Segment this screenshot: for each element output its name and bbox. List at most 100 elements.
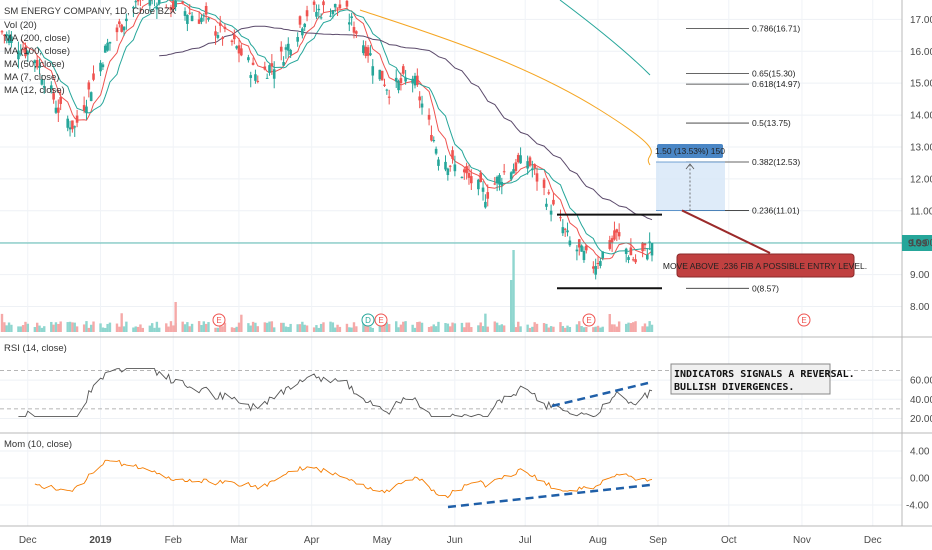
volume-bar [204, 323, 208, 332]
volume-bar [85, 321, 88, 332]
candle-body [338, 4, 342, 9]
candle-body [319, 17, 323, 19]
volume-bar [169, 321, 173, 332]
candle-body [103, 45, 107, 53]
volume-bar [125, 321, 128, 332]
volume-bar [141, 327, 144, 332]
volume-spike [510, 280, 513, 332]
candle-body [383, 84, 386, 86]
candle-body [132, 6, 135, 9]
volume-bar [334, 327, 337, 332]
candle-body [305, 10, 309, 17]
volume-bar [542, 323, 546, 332]
volume-bar [73, 322, 76, 332]
volume-bar [19, 326, 22, 332]
time-tick-label: Dec [864, 535, 882, 546]
volume-bar [331, 322, 335, 332]
volume-bar [395, 321, 398, 332]
candle-body [218, 23, 222, 26]
candle-body [333, 3, 337, 8]
volume-bar [5, 325, 8, 332]
volume-bar [416, 322, 419, 332]
volume-bar [646, 326, 649, 332]
event-marker [212, 313, 226, 327]
candle-body [223, 26, 227, 29]
legend-ma7: MA (7, close) [4, 72, 59, 83]
candle-body [460, 176, 464, 178]
candle-body [49, 85, 53, 89]
volume-bar [448, 326, 452, 332]
candle-body [120, 24, 123, 32]
candle-body [54, 107, 58, 113]
candle-body [322, 1, 325, 6]
volume-bar [549, 326, 553, 332]
volume-bar [284, 326, 288, 332]
candle-body [613, 230, 616, 240]
candle-body [92, 73, 95, 80]
reversal-callout-box [670, 363, 831, 395]
mom-tick-label: -4.00 [906, 501, 929, 512]
volume-bar [402, 321, 405, 332]
candle-body [430, 134, 433, 141]
candle-body [575, 249, 579, 252]
candle-body [631, 259, 635, 261]
volume-bar [305, 325, 309, 332]
volume-bar [188, 326, 191, 332]
volume-bar [115, 323, 119, 332]
measure-label: 1.50 (13.53%) 150 [655, 146, 725, 156]
volume-bar [223, 322, 227, 332]
volume-bar [106, 323, 109, 332]
candle-body [451, 150, 454, 159]
candle-body [561, 227, 565, 234]
legend[interactable]: SM ENERGY COMPANY, 1D, Cboe BZX Vol (20)… [4, 6, 177, 96]
candle-body [268, 65, 271, 73]
candle-body [181, 1, 184, 3]
volume-bar [282, 322, 285, 332]
volume-bar [629, 323, 633, 332]
volume-bar [632, 322, 635, 332]
candle-body [254, 74, 257, 81]
candle-body [249, 75, 253, 78]
candle-body [279, 46, 283, 52]
time-tick-label: Sep [649, 535, 667, 546]
candle-body [207, 17, 210, 20]
candle-body [399, 78, 403, 84]
candle-body [101, 64, 105, 68]
candle-body [200, 17, 203, 22]
volume-bar [446, 323, 450, 332]
volume-bar [624, 323, 628, 332]
candle-body [580, 245, 583, 252]
candle-body [413, 75, 417, 86]
price-pane[interactable] [0, 0, 902, 336]
mom-tick-label: 4.00 [910, 447, 930, 458]
volume-bar [650, 324, 654, 332]
ma100-line [359, 9, 652, 166]
candle-body [284, 47, 288, 50]
event-marker-label: E [216, 316, 221, 325]
volume-bar [432, 324, 435, 332]
volume-bar [585, 326, 588, 332]
candle-body [594, 266, 597, 275]
candle-body [298, 16, 302, 25]
volume-bar [219, 321, 222, 332]
candle-body [526, 161, 529, 169]
candle-body [115, 27, 119, 33]
candle-body [329, 15, 332, 17]
candle-body [75, 115, 79, 123]
candle-body [512, 169, 515, 174]
candle-body [531, 168, 534, 171]
candle-body [514, 162, 518, 171]
candle-body [542, 179, 546, 188]
reversal-line-1: INDICATORS SIGNALS A REVERSAL. [674, 369, 855, 380]
volume-bar [493, 321, 496, 332]
volume-bar [348, 327, 351, 332]
ma12-line [36, 0, 653, 255]
volume-bar [460, 322, 464, 332]
volume-bar [578, 321, 581, 332]
mom-pane[interactable] [0, 434, 902, 526]
volume-bar [477, 325, 480, 332]
candle-body [317, 8, 321, 11]
volume-bar [202, 321, 206, 332]
volume-bar [437, 321, 440, 332]
